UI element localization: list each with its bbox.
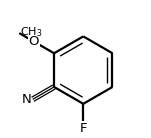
Text: N: N (22, 93, 31, 106)
Text: CH$_3$: CH$_3$ (20, 25, 42, 39)
Text: F: F (80, 122, 87, 135)
Text: O: O (29, 35, 39, 48)
